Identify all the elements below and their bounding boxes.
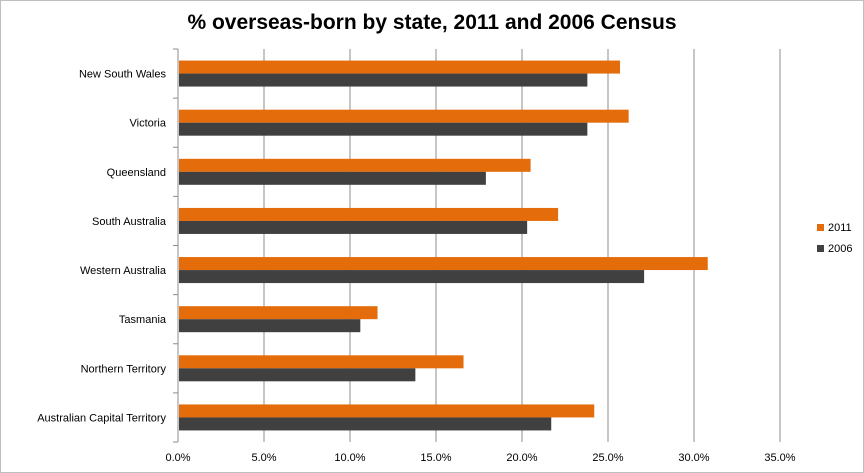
x-tick-label: 25.0% xyxy=(592,452,623,464)
bar-2011-northern-territory xyxy=(179,355,464,369)
bar-2011-tasmania xyxy=(179,306,378,320)
x-tick-label: 0.0% xyxy=(165,452,190,464)
x-tick-label: 5.0% xyxy=(251,452,276,464)
bar-2011-south-australia xyxy=(179,207,559,221)
bar-2006-tasmania xyxy=(179,319,361,333)
bar-2011-queensland xyxy=(179,158,531,172)
bar-2011-western-australia xyxy=(179,257,708,271)
bar-2006-queensland xyxy=(179,171,486,185)
y-tick-label: Tasmania xyxy=(119,314,167,326)
x-tick-label: 10.0% xyxy=(334,452,365,464)
x-tick-label: 20.0% xyxy=(506,452,537,464)
y-tick-label: Queensland xyxy=(107,167,166,179)
legend-label-2006: 2006 xyxy=(828,242,853,255)
legend-swatch-2006 xyxy=(817,245,824,252)
bar-2006-australian-capital-territory xyxy=(179,417,552,431)
bar-2006-south-australia xyxy=(179,220,528,234)
legend: 2011 2006 xyxy=(817,217,852,259)
bar-2006-new-south-wales xyxy=(179,73,588,87)
x-tick-label: 30.0% xyxy=(678,452,709,464)
y-tick-label: Australian Capital Territory xyxy=(37,412,166,424)
x-tick-label: 15.0% xyxy=(420,452,451,464)
bar-2011-australian-capital-territory xyxy=(179,404,595,418)
legend-swatch-2011 xyxy=(817,224,824,231)
legend-item-2011: 2011 xyxy=(817,217,852,238)
bar-2011-new-south-wales xyxy=(179,60,621,74)
chart-title: % overseas-born by state, 2011 and 2006 … xyxy=(187,11,677,34)
bar-2006-victoria xyxy=(179,122,588,136)
x-tick-label: 35.0% xyxy=(764,452,795,464)
legend-item-2006: 2006 xyxy=(817,238,852,259)
bar-2011-victoria xyxy=(179,109,629,123)
bar-2006-northern-territory xyxy=(179,368,416,382)
y-tick-label: New South Wales xyxy=(79,69,167,81)
y-tick-label: Victoria xyxy=(130,118,167,130)
legend-label-2011: 2011 xyxy=(828,221,852,234)
y-tick-label: South Australia xyxy=(92,216,167,228)
y-tick-label: Western Australia xyxy=(80,265,167,277)
bar-2006-western-australia xyxy=(179,270,645,284)
y-tick-label: Northern Territory xyxy=(81,363,167,375)
